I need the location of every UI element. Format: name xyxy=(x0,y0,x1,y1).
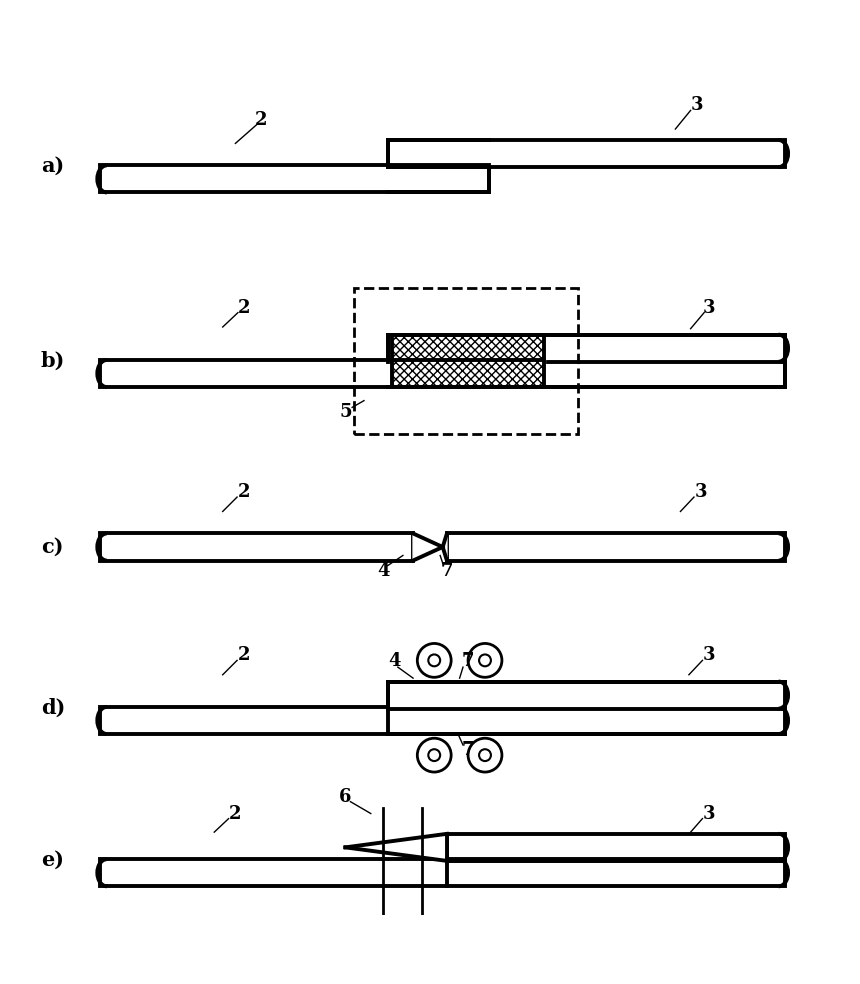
Text: a): a) xyxy=(40,156,64,176)
Text: 3: 3 xyxy=(703,805,716,823)
Polygon shape xyxy=(443,533,447,561)
Text: 2: 2 xyxy=(255,111,267,129)
Text: 2: 2 xyxy=(237,298,250,317)
Polygon shape xyxy=(346,833,447,861)
Text: 7: 7 xyxy=(462,652,475,670)
Text: 2: 2 xyxy=(229,805,242,823)
Text: 6: 6 xyxy=(339,787,352,806)
Polygon shape xyxy=(447,859,785,861)
Text: 7: 7 xyxy=(440,562,453,580)
Polygon shape xyxy=(413,533,443,561)
Text: 3: 3 xyxy=(695,483,707,501)
Text: 3: 3 xyxy=(691,96,703,114)
Polygon shape xyxy=(388,707,785,708)
Text: 4: 4 xyxy=(388,652,401,670)
Bar xyxy=(100,707,785,734)
Polygon shape xyxy=(392,360,544,362)
Bar xyxy=(353,288,578,434)
Bar xyxy=(392,360,544,387)
Bar xyxy=(447,833,785,861)
Text: d): d) xyxy=(40,698,65,717)
Bar xyxy=(388,140,785,167)
Text: 3: 3 xyxy=(703,298,716,317)
Bar xyxy=(100,859,785,887)
Text: 5: 5 xyxy=(339,403,352,421)
Text: 3: 3 xyxy=(703,646,716,664)
Bar xyxy=(388,335,785,362)
Text: e): e) xyxy=(40,850,64,870)
Text: 2: 2 xyxy=(237,483,250,501)
Text: 4: 4 xyxy=(378,562,390,580)
Text: c): c) xyxy=(40,537,64,557)
Text: b): b) xyxy=(40,351,65,371)
Bar xyxy=(100,165,489,193)
Text: 2: 2 xyxy=(237,646,250,664)
Text: 7: 7 xyxy=(462,741,475,759)
Bar xyxy=(447,533,785,561)
Bar xyxy=(392,335,544,362)
Bar xyxy=(388,682,785,708)
Bar xyxy=(100,360,785,387)
Bar xyxy=(100,533,413,561)
